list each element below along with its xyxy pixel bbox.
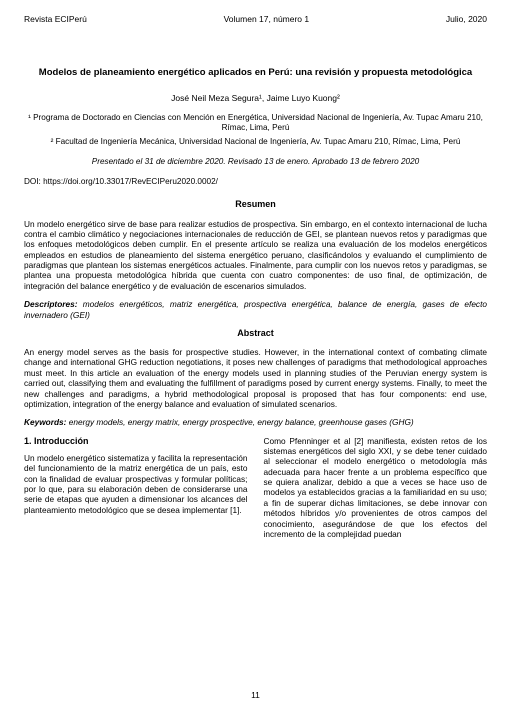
doi: DOI: https://doi.org/10.33017/RevECIPeru… — [24, 177, 487, 187]
affiliation-2: ² Facultad de Ingeniería Mecánica, Unive… — [24, 137, 487, 147]
resumen-body: Un modelo energético sirve de base para … — [24, 219, 487, 292]
descriptores-label: Descriptores: — [24, 299, 78, 309]
body-columns: 1. Introducción Un modelo energético sis… — [24, 436, 487, 540]
keywords: Keywords: energy models, energy matrix, … — [24, 417, 487, 427]
journal-name: Revista ECIPerú — [24, 14, 87, 25]
issue-date: Julio, 2020 — [446, 14, 487, 25]
submission-dates: Presentado el 31 de diciembre 2020. Revi… — [24, 157, 487, 167]
abstract-body: An energy model serves as the basis for … — [24, 347, 487, 409]
authors: José Neil Meza Segura¹, Jaime Luyo Kuong… — [24, 93, 487, 104]
intro-col2: Como Pfenninger et al [2] manifiesta, ex… — [264, 436, 488, 540]
descriptores-body: modelos energéticos, matriz energética, … — [24, 299, 487, 319]
running-header: Revista ECIPerú Volumen 17, número 1 Jul… — [24, 14, 487, 25]
intro-heading: 1. Introducción — [24, 436, 248, 447]
volume-issue: Volumen 17, número 1 — [224, 14, 310, 25]
abstract-heading: Abstract — [24, 328, 487, 339]
keywords-body: energy models, energy matrix, energy pro… — [66, 417, 413, 427]
article-title: Modelos de planeamiento energético aplic… — [24, 67, 487, 79]
descriptores: Descriptores: modelos energéticos, matri… — [24, 299, 487, 320]
keywords-label: Keywords: — [24, 417, 66, 427]
affiliation-1: ¹ Programa de Doctorado en Ciencias con … — [24, 113, 487, 134]
page-number: 11 — [0, 690, 511, 701]
resumen-heading: Resumen — [24, 199, 487, 210]
intro-col1: Un modelo energético sistematiza y facil… — [24, 453, 248, 515]
